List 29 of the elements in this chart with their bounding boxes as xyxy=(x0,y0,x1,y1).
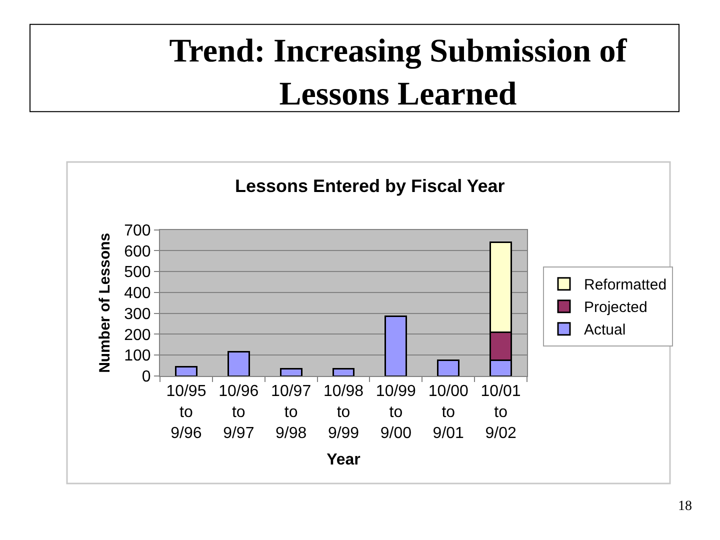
bar xyxy=(332,368,355,376)
y-tick-label: 0 xyxy=(142,368,151,386)
y-tick-label: 700 xyxy=(124,222,151,240)
x-tick-label: 10/95 to 9/96 xyxy=(166,383,206,442)
x-tick-label: 10/97 to 9/98 xyxy=(271,383,312,442)
x-tick-label: 10/99 to 9/00 xyxy=(376,383,416,442)
legend-label: Projected xyxy=(584,299,648,316)
y-tick-label: 100 xyxy=(124,348,151,365)
y-tick-label: 300 xyxy=(124,306,151,323)
legend-label: Actual xyxy=(584,322,626,339)
x-tick-label: 10/96 to 9/97 xyxy=(218,383,259,442)
legend-label: Reformatted xyxy=(584,276,667,294)
chart-title: Trend: Increasing Submission of Lessons Learned xyxy=(169,34,628,112)
bar xyxy=(280,368,302,376)
x-tick-label: 10/98 to 9/99 xyxy=(323,383,364,442)
y-tick-label: 400 xyxy=(124,285,151,302)
bar xyxy=(384,316,408,376)
bar xyxy=(227,351,250,376)
chart-subtitle: Lessons Entered by Fiscal Year xyxy=(235,176,505,196)
x-axis-title: Year xyxy=(326,452,360,469)
y-tick-label: 600 xyxy=(124,243,151,260)
bar xyxy=(437,360,460,376)
text: 18 xyxy=(678,499,692,514)
x-tick-label: 10/01 to 9/02 xyxy=(480,383,521,442)
y-tick-label: 200 xyxy=(124,326,151,344)
bar xyxy=(174,366,198,376)
x-tick-label: 10/00 to 9/01 xyxy=(428,383,468,442)
y-tick-label: 500 xyxy=(124,264,151,282)
y-axis-title: Number of Lessons xyxy=(96,232,114,373)
